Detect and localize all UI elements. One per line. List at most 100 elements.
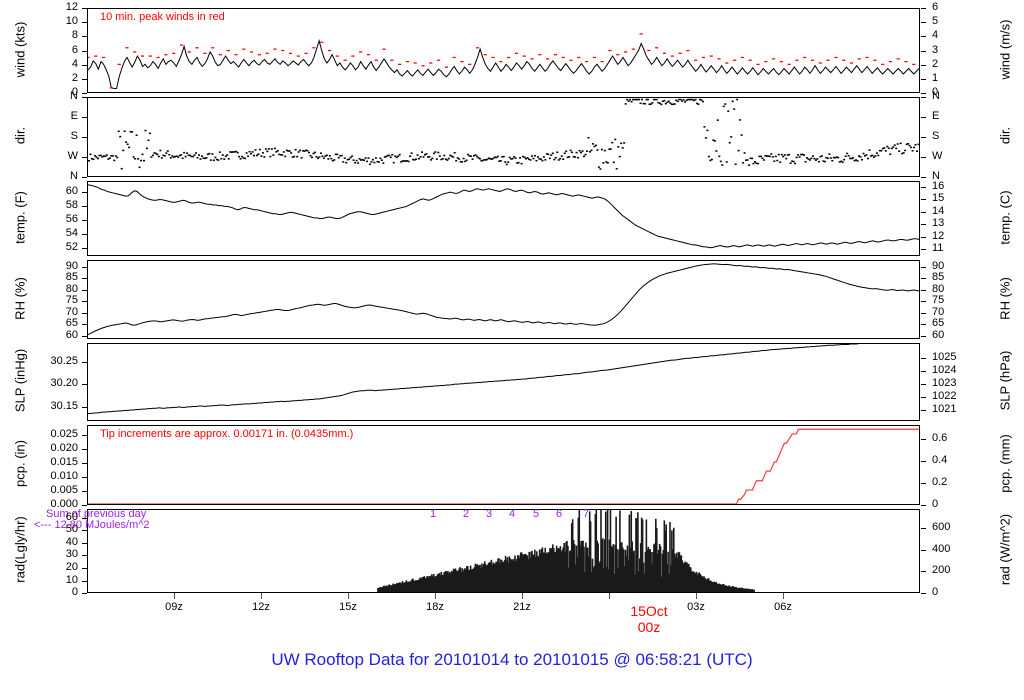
y-tick-mark-right	[921, 137, 926, 138]
y-tick-mark-left	[82, 530, 87, 532]
y-tick-mark-left	[82, 289, 87, 291]
day-marker-time: 00z	[637, 619, 661, 635]
y-axis-label-right: rad (W/m^2)	[997, 513, 1013, 586]
y-tick-mark-left	[82, 157, 87, 158]
pcp-plot	[88, 426, 919, 504]
y-tick-label-left: 60	[65, 510, 78, 523]
y-tick-label-left: N	[70, 170, 78, 182]
y-tick-label-left: 70	[65, 305, 78, 318]
x-tick-label: 21z	[513, 601, 531, 613]
y-tick-label-right: 1022	[932, 390, 957, 403]
y-tick-mark-right	[921, 289, 926, 291]
y-axis-label-left: wind (kts)	[12, 21, 28, 77]
y-tick-mark-right	[921, 397, 926, 399]
y-tick-label-left: 6	[71, 43, 78, 56]
y-tick-label-right: 0.6	[932, 431, 948, 444]
y-tick-label-left: 30.15	[50, 399, 78, 412]
y-tick-mark-left	[82, 137, 87, 138]
panel-sea-level-pressure	[87, 343, 920, 421]
panel-precipitation	[87, 425, 920, 505]
y-tick-mark-right	[921, 64, 926, 66]
y-tick-label-right: E	[932, 110, 940, 122]
y-tick-label-left: 10	[65, 15, 78, 28]
y-tick-mark-left	[82, 448, 87, 450]
y-tick-label-left: 20	[65, 560, 78, 573]
y-tick-label-right: 1023	[932, 377, 957, 389]
page-title: UW Rooftop Data for 20101014 to 20101015…	[271, 650, 753, 669]
y-tick-label-right: 16	[932, 179, 945, 192]
y-tick-label-right: N	[932, 90, 940, 102]
y-tick-label-left: 30	[65, 548, 78, 561]
y-tick-mark-right	[921, 157, 926, 158]
y-tick-mark-right	[921, 8, 926, 9]
day-marker-date: 15Oct	[630, 603, 668, 619]
y-tick-mark-left	[82, 93, 87, 94]
rad-hour-number: 2	[462, 508, 470, 520]
y-tick-mark-left	[82, 312, 87, 314]
y-tick-label-right: 12	[932, 229, 945, 242]
y-tick-label-left: 0	[71, 586, 78, 598]
y-tick-label-left: 2	[71, 71, 78, 84]
y-tick-mark-right	[921, 78, 926, 80]
y-tick-mark-right	[921, 301, 926, 303]
x-tick-mark	[522, 593, 523, 599]
y-tick-label-left: 85	[65, 271, 78, 284]
panel-wind	[87, 8, 920, 93]
y-tick-mark-right	[921, 312, 926, 314]
y-tick-mark-right	[921, 93, 926, 94]
y-tick-mark-left	[82, 324, 87, 326]
x-tick-label: 09z	[165, 601, 183, 613]
y-tick-mark-right	[921, 410, 926, 412]
x-tick-label: 15z	[339, 601, 357, 613]
y-tick-mark-left	[82, 580, 87, 582]
y-tick-label-left: S	[70, 130, 78, 142]
pcp-note: Tip increments are approx. 0.00171 in. (…	[100, 428, 354, 440]
wind-peak-dots	[88, 33, 916, 89]
y-tick-mark-left	[82, 36, 87, 38]
y-tick-label-left: 60	[65, 185, 78, 198]
y-tick-label-left: 30.20	[50, 377, 78, 390]
y-tick-mark-left	[82, 278, 87, 280]
y-tick-label-right: W	[932, 150, 943, 162]
y-tick-label-right: 1	[932, 71, 939, 84]
rad-note-line1: Sum of previous day	[46, 508, 147, 520]
rad-hour-number: 3	[485, 508, 493, 520]
y-tick-mark-right	[921, 249, 926, 250]
x-tick-mark	[696, 593, 697, 599]
rad-hour-number: 5	[532, 508, 540, 520]
y-tick-label-left: 30.25	[50, 354, 78, 367]
x-tick-mark	[783, 593, 784, 599]
y-tick-mark-right	[921, 199, 926, 200]
y-tick-label-right: 85	[932, 271, 945, 284]
y-tick-mark-left	[82, 555, 87, 557]
y-tick-mark-right	[921, 593, 926, 594]
y-tick-mark-right	[921, 236, 926, 238]
y-tick-mark-left	[82, 8, 87, 9]
y-tick-mark-right	[921, 186, 926, 188]
y-tick-label-right: 13	[932, 217, 945, 229]
y-tick-mark-right	[921, 370, 926, 372]
y-tick-mark-right	[921, 438, 926, 440]
y-tick-label-left: 54	[65, 226, 78, 239]
y-tick-mark-left	[82, 247, 87, 249]
y-tick-label-right: 0	[932, 86, 939, 98]
y-tick-label-right: 200	[932, 564, 951, 577]
y-tick-label-left: 10	[65, 573, 78, 586]
y-tick-label-right: 15	[932, 192, 945, 204]
y-tick-mark-right	[921, 505, 926, 506]
y-tick-mark-left	[82, 476, 87, 478]
y-tick-label-right: 80	[932, 282, 945, 295]
y-tick-mark-left	[82, 117, 87, 118]
y-tick-mark-left	[82, 462, 87, 464]
y-tick-mark-right	[921, 97, 926, 98]
rad-hour-number: 7	[582, 508, 590, 520]
y-tick-label-left: 0	[71, 86, 78, 98]
direction-plot	[88, 98, 919, 170]
y-tick-label-right: N	[932, 170, 940, 182]
y-tick-mark-right	[921, 224, 926, 225]
y-axis-label-left: rad(Lgly/hr)	[12, 516, 28, 583]
rh-plot	[88, 261, 919, 338]
y-tick-label-right: 70	[932, 305, 945, 318]
y-tick-mark-left	[82, 567, 87, 569]
wind-plot	[88, 33, 919, 92]
